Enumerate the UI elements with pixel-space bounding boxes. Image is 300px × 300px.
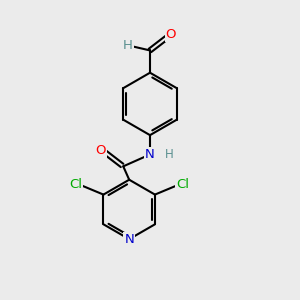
Text: N: N (124, 233, 134, 246)
Text: O: O (166, 28, 176, 40)
Text: O: O (96, 143, 106, 157)
Text: Cl: Cl (69, 178, 82, 191)
Text: H: H (123, 40, 133, 52)
Text: Cl: Cl (176, 178, 189, 191)
Text: N: N (145, 148, 155, 161)
Text: H: H (165, 148, 174, 161)
